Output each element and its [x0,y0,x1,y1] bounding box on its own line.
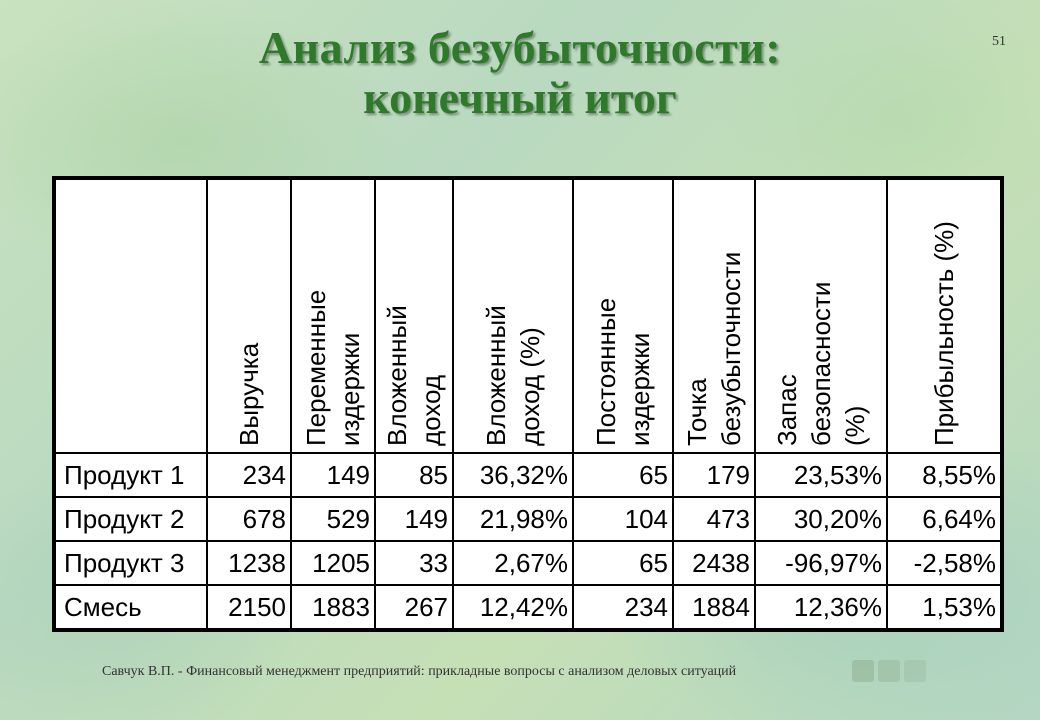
cell-contribution-pct: 21,98% [452,496,574,542]
header-cell: Выручка [206,178,292,454]
cell-contribution: 149 [374,496,454,542]
cell-fixed-costs: 65 [572,540,674,586]
cell-profitability: -2,58% [886,540,1002,586]
table-row: Продукт 1 234 149 85 36,32% 65 179 23,53% 8,55% [54,452,1002,498]
row-label: Смесь [54,584,208,630]
cell-safety-margin: -96,97% [754,540,888,586]
header-cell: Вложенный доход [374,178,454,454]
breakeven-table: Выручка Переменные издержки Вложенный дохо… [52,176,1004,632]
header-contribution-pct: Вложенный доход (%) [481,305,545,446]
faded-logo-icon [852,660,926,682]
cell-variable-costs: 149 [290,452,376,498]
cell-variable-costs: 1883 [290,584,376,630]
header-cell: Переменные издержки [290,178,376,454]
footer-citation: Савчук В.П. - Финансовый менеджмент пред… [102,664,737,679]
header-variable-costs: Переменные издержки [301,289,365,446]
row-label: Продукт 1 [54,452,208,498]
header-corner [54,178,208,454]
cell-contribution-pct: 2,67% [452,540,574,586]
cell-breakeven-point: 1884 [672,584,756,630]
cell-safety-margin: 30,20% [754,496,888,542]
header-breakeven-point: Точка безубыточности [682,251,746,446]
cell-profitability: 6,64% [886,496,1002,542]
cell-revenue: 2150 [206,584,292,630]
cell-revenue: 234 [206,452,292,498]
cell-fixed-costs: 104 [572,496,674,542]
cell-profitability: 1,53% [886,584,1002,630]
cell-variable-costs: 529 [290,496,376,542]
table-row: Продукт 3 1238 1205 33 2,67% 65 2438 -96,97% -2,… [54,540,1002,586]
cell-contribution-pct: 36,32% [452,452,574,498]
cell-revenue: 678 [206,496,292,542]
row-label: Продукт 3 [54,540,208,586]
cell-contribution: 33 [374,540,454,586]
cell-safety-margin: 23,53% [754,452,888,498]
header-cell: Вложенный доход (%) [452,178,574,454]
cell-contribution: 85 [374,452,454,498]
cell-breakeven-point: 473 [672,496,756,542]
slide-title: Анализ безубыточности: конечный итог [0,24,1040,122]
header-cell: Прибыльность (%) [886,178,1002,454]
header-row: Выручка Переменные издержки Вложенный дохо… [54,178,1002,454]
cell-fixed-costs: 65 [572,452,674,498]
cell-profitability: 8,55% [886,452,1002,498]
table-row: Смесь 2150 1883 267 12,42% 234 1884 12,36% 1,53% [54,584,1002,630]
header-profitability: Прибыльность (%) [929,221,959,446]
row-label: Продукт 2 [54,496,208,542]
cell-safety-margin: 12,36% [754,584,888,630]
cell-fixed-costs: 234 [572,584,674,630]
header-cell: Запас безопасности (%) [754,178,888,454]
header-cell: Точка безубыточности [672,178,756,454]
header-fixed-costs: Постоянные издержки [591,297,655,446]
header-safety-margin: Запас безопасности (%) [772,281,870,446]
page-number: 51 [992,34,1006,49]
title-line-1: Анализ безубыточности: [258,22,782,73]
cell-revenue: 1238 [206,540,292,586]
title-line-2: конечный итог [363,72,677,123]
header-contribution: Вложенный доход [382,305,446,446]
cell-variable-costs: 1205 [290,540,376,586]
table-row: Продукт 2 678 529 149 21,98% 104 473 30,20% 6,64… [54,496,1002,542]
header-revenue: Выручка [234,342,264,446]
cell-breakeven-point: 2438 [672,540,756,586]
cell-breakeven-point: 179 [672,452,756,498]
cell-contribution-pct: 12,42% [452,584,574,630]
cell-contribution: 267 [374,584,454,630]
header-cell: Постоянные издержки [572,178,674,454]
